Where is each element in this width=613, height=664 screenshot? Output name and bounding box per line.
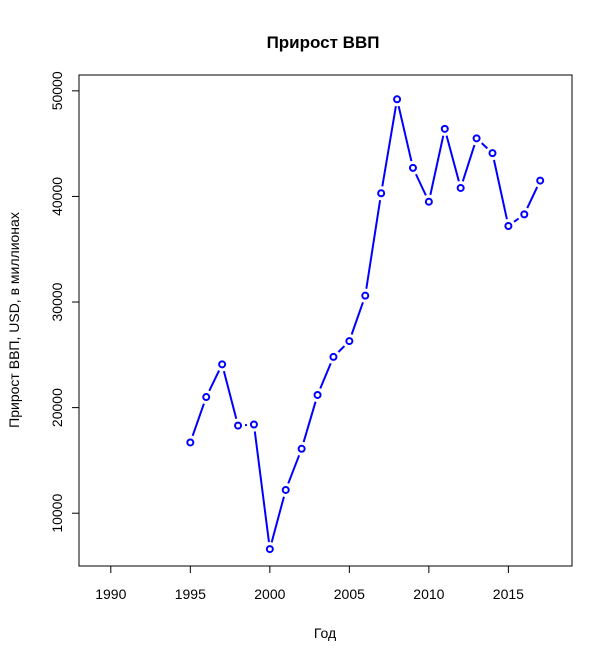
data-point	[265, 545, 274, 554]
series-segment	[302, 401, 317, 443]
data-point	[472, 134, 481, 143]
y-tick-label: 50000	[49, 71, 65, 110]
x-tick-label: 2015	[493, 586, 524, 602]
y-tick-label: 40000	[49, 177, 65, 216]
series-segment	[287, 454, 301, 484]
data-point	[186, 438, 195, 447]
series-segment	[429, 135, 445, 196]
x-axis-label: Год	[314, 625, 336, 641]
series-segment	[270, 496, 285, 543]
series-segment	[191, 403, 205, 437]
x-tick-label: 1990	[95, 586, 126, 602]
series-segment	[513, 217, 520, 223]
series-segment	[365, 200, 382, 289]
y-tick-label: 10000	[49, 494, 65, 533]
series-segment	[445, 135, 460, 182]
series-segment	[350, 301, 364, 335]
y-axis-label: Прирост ВВП, USD, в миллионах	[6, 212, 22, 428]
data-point	[202, 393, 211, 402]
series-segment	[461, 144, 476, 182]
x-tick-label: 1995	[175, 586, 206, 602]
data-point	[281, 485, 290, 494]
data-point	[536, 176, 545, 185]
data-point	[408, 163, 417, 172]
plot-frame	[78, 74, 573, 567]
data-point	[377, 189, 386, 198]
series-segment	[415, 173, 427, 196]
series-line-group	[191, 105, 539, 543]
data-point	[456, 183, 465, 192]
data-point	[249, 420, 258, 429]
series-segment	[319, 363, 332, 389]
series-segment	[222, 370, 238, 420]
series-segment	[381, 106, 397, 187]
series-points-group	[186, 95, 545, 554]
series-segment	[253, 431, 270, 543]
data-point	[313, 390, 322, 399]
data-point	[297, 444, 306, 453]
series-segment	[526, 186, 539, 209]
series-segment	[397, 105, 413, 162]
y-tick-label: 20000	[49, 388, 65, 427]
data-point	[393, 95, 402, 104]
x-axis: 1990 1995 2000 2005 2010 2015	[95, 565, 524, 602]
series-segment	[492, 159, 508, 220]
data-point	[361, 291, 370, 300]
series-segment	[337, 345, 346, 353]
y-axis: 10000 20000 30000 40000 50000	[49, 71, 80, 533]
data-point	[520, 210, 529, 219]
data-point	[488, 149, 497, 158]
data-point	[440, 124, 449, 133]
y-tick-label: 30000	[49, 282, 65, 321]
data-point	[504, 221, 513, 230]
x-tick-label: 2010	[413, 586, 444, 602]
chart-title: Прирост ВВП	[267, 33, 380, 52]
data-point	[329, 352, 338, 361]
data-point	[424, 197, 433, 206]
x-tick-label: 2000	[254, 586, 285, 602]
series-segment	[208, 370, 220, 392]
data-point	[234, 421, 243, 430]
data-point	[345, 337, 354, 346]
x-tick-label: 2005	[334, 586, 365, 602]
data-point	[218, 360, 227, 369]
series-segment	[481, 142, 489, 150]
